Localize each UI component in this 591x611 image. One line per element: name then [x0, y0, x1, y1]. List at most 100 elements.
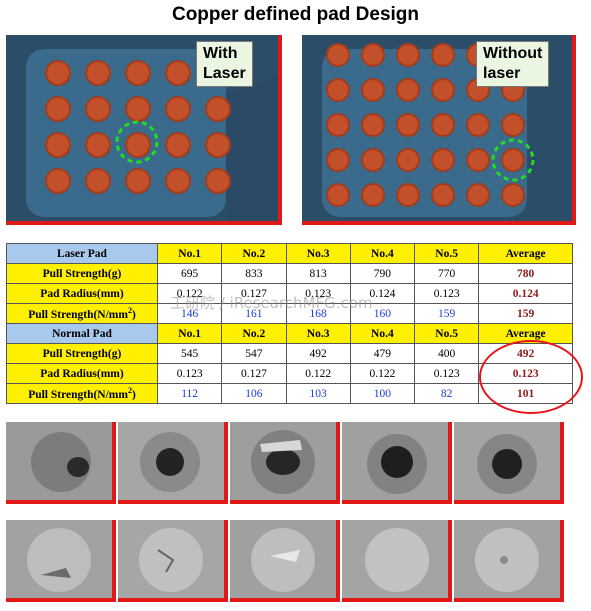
- table-cell: 0.127: [221, 283, 287, 304]
- table-cell: 479: [349, 343, 416, 364]
- table-cell: 813: [285, 263, 351, 284]
- col-header: No.1: [156, 243, 223, 264]
- sem-image-normal-4: [342, 520, 452, 602]
- row-label: Pull Strength(g): [6, 343, 158, 364]
- average-cell: 159: [478, 303, 573, 324]
- table-cell: 833: [221, 263, 287, 284]
- sem-image-laser-5: [454, 422, 564, 504]
- solder-pad: [205, 132, 231, 158]
- table-cell: 0.122: [285, 363, 351, 384]
- table-cell: 0.122: [349, 363, 416, 384]
- sem-image-laser-4: [342, 422, 452, 504]
- row-label: Pad Radius(mm): [6, 283, 158, 304]
- solder-pad: [501, 183, 525, 207]
- solder-pad: [205, 96, 231, 122]
- col-header: No.1: [156, 323, 223, 344]
- solder-pad: [466, 113, 490, 137]
- solder-pad: [45, 60, 71, 86]
- table-cell: 112: [156, 383, 223, 404]
- solder-pad: [396, 148, 420, 172]
- solder-pad: [326, 78, 350, 102]
- without-laser-callout: Without laser: [476, 41, 550, 87]
- table-cell: 82: [413, 383, 480, 404]
- table-cell: 545: [156, 343, 223, 364]
- photo-without-laser: [302, 35, 576, 225]
- solder-pad: [125, 60, 151, 86]
- solder-pad: [361, 113, 385, 137]
- col-header: No.3: [285, 323, 351, 344]
- table-cell: 0.123: [413, 363, 480, 384]
- table-cell: 790: [349, 263, 416, 284]
- solder-pad: [326, 113, 350, 137]
- table-cell: 0.123: [156, 363, 223, 384]
- solder-pad: [165, 132, 191, 158]
- laser-row-pull-strength: Pull Strength(g) 695 833 813 790 770 780: [6, 263, 573, 284]
- solder-pad: [361, 183, 385, 207]
- col-header: No.2: [221, 323, 287, 344]
- table-cell: 0.123: [413, 283, 480, 304]
- table-cell: 100: [349, 383, 416, 404]
- pad-array-without-laser-image: [302, 35, 572, 221]
- solder-pad: [466, 148, 490, 172]
- average-cell: 0.124: [478, 283, 573, 304]
- laser-row-pad-radius: Pad Radius(mm) 0.122 0.127 0.123 0.124 0…: [6, 283, 573, 304]
- solder-pad: [361, 148, 385, 172]
- solder-pad: [431, 78, 455, 102]
- solder-pad: [326, 148, 350, 172]
- solder-pad: [501, 113, 525, 137]
- average-highlight-ellipse: [479, 340, 583, 414]
- col-header: No.4: [349, 323, 416, 344]
- table-cell: 695: [156, 263, 223, 284]
- laser-pad-header: Laser Pad: [6, 243, 158, 264]
- solder-pad: [431, 148, 455, 172]
- table-cell: 0.124: [349, 283, 416, 304]
- average-header: Average: [478, 323, 573, 344]
- solder-pad: [85, 168, 111, 194]
- solder-pad: [361, 43, 385, 67]
- watermark: 工研院 / iResearchMFG.com: [170, 294, 373, 312]
- pull-strength-table: Laser Pad No.1 No.2 No.3 No.4 No.5 Avera…: [6, 243, 573, 404]
- col-header: No.2: [221, 243, 287, 264]
- table-cell: 400: [413, 343, 480, 364]
- solder-pad: [326, 43, 350, 67]
- solder-pad: [501, 148, 525, 172]
- row-label: Pad Radius(mm): [6, 363, 158, 384]
- sem-image-normal-2: [118, 520, 228, 602]
- sem-image-normal-3: [230, 520, 340, 602]
- solder-pad: [45, 132, 71, 158]
- sem-image-laser-3: [230, 422, 340, 504]
- col-header: No.3: [285, 243, 351, 264]
- solder-pad: [85, 132, 111, 158]
- table-cell: 770: [413, 263, 480, 284]
- row-label: Pull Strength(N/mm2): [6, 383, 158, 404]
- col-header: No.4: [349, 243, 416, 264]
- solder-pad: [165, 168, 191, 194]
- solder-pad: [205, 168, 231, 194]
- table-cell: 547: [221, 343, 287, 364]
- solder-pad: [85, 60, 111, 86]
- table-cell: 0.127: [221, 363, 287, 384]
- table-cell: 160: [349, 303, 416, 324]
- solder-pad: [125, 132, 151, 158]
- photo-with-laser: [6, 35, 282, 225]
- solder-pad: [165, 96, 191, 122]
- normal-header-row: Normal Pad No.1 No.2 No.3 No.4 No.5 Aver…: [6, 323, 573, 344]
- normal-row-pad-radius: Pad Radius(mm) 0.123 0.127 0.122 0.122 0…: [6, 363, 573, 384]
- solder-pad: [125, 96, 151, 122]
- solder-pad: [396, 78, 420, 102]
- col-header: No.5: [413, 323, 480, 344]
- pad-array-with-laser-image: [6, 35, 278, 221]
- solder-pad: [45, 96, 71, 122]
- average-header: Average: [478, 243, 573, 264]
- solder-pad: [431, 113, 455, 137]
- solder-pad: [396, 113, 420, 137]
- solder-pad: [396, 183, 420, 207]
- solder-pad: [361, 78, 385, 102]
- average-cell: 780: [478, 263, 573, 284]
- sem-image-normal-1: [6, 520, 116, 602]
- table-cell: 159: [413, 303, 480, 324]
- row-label: Pull Strength(N/mm2): [6, 303, 158, 324]
- solder-pad: [431, 43, 455, 67]
- table-cell: 492: [285, 343, 351, 364]
- laser-header-row: Laser Pad No.1 No.2 No.3 No.4 No.5 Avera…: [6, 243, 573, 264]
